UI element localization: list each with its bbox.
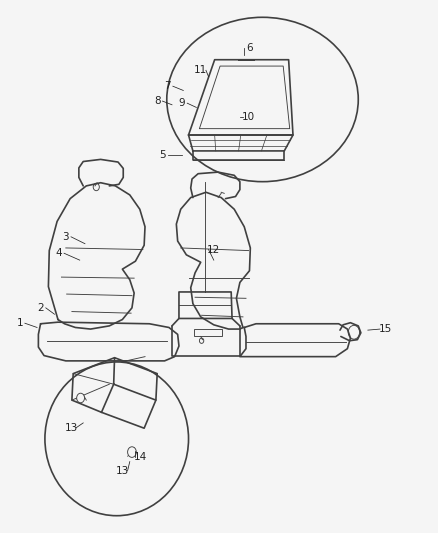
Text: 13: 13 [64,423,78,433]
Text: 9: 9 [179,98,185,108]
Text: 11: 11 [194,66,207,75]
Text: 13: 13 [116,466,129,475]
Text: 7: 7 [164,81,171,91]
Circle shape [77,393,85,403]
Circle shape [127,447,136,457]
Ellipse shape [167,17,358,182]
Text: 2: 2 [37,303,44,313]
Text: 12: 12 [207,245,220,255]
Text: 6: 6 [246,43,253,53]
Text: 8: 8 [154,96,160,106]
Text: 14: 14 [134,453,147,463]
Text: 5: 5 [159,150,166,160]
Text: 10: 10 [242,112,255,122]
Ellipse shape [45,362,188,516]
Text: 3: 3 [63,232,69,242]
Text: 4: 4 [56,248,62,259]
Text: 15: 15 [378,324,392,334]
Text: 1: 1 [16,318,23,328]
